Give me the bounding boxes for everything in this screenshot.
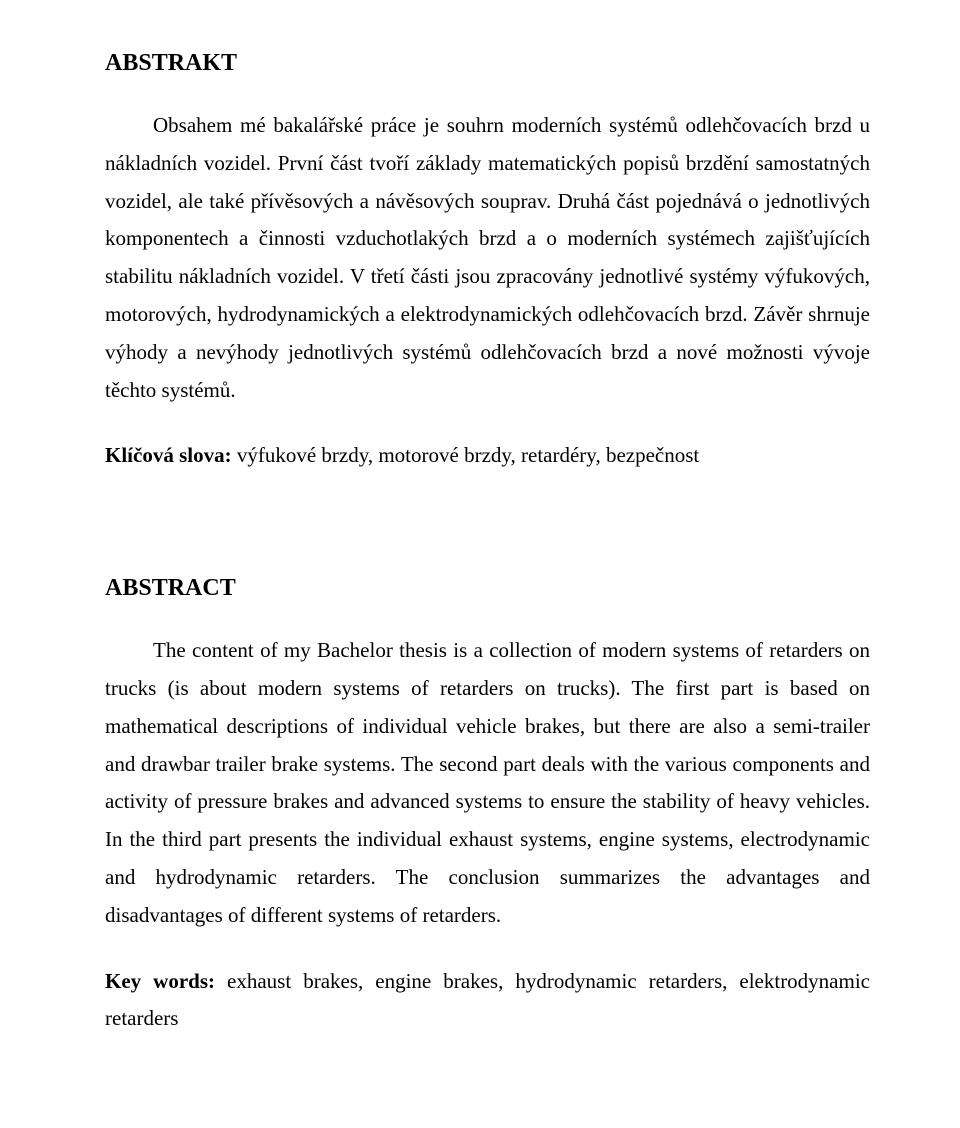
abstract-keywords: Key words: exhaust brakes, engine brakes… bbox=[105, 963, 870, 1039]
abstrakt-keywords-label: Klíčová slova: bbox=[105, 443, 237, 467]
abstract-keywords-label: Key words: bbox=[105, 969, 227, 993]
abstrakt-body: Obsahem mé bakalářské práce je souhrn mo… bbox=[105, 107, 870, 409]
abstract-body: The content of my Bachelor thesis is a c… bbox=[105, 632, 870, 934]
abstract-body-text: The content of my Bachelor thesis is a c… bbox=[105, 638, 870, 927]
abstrakt-body-text: Obsahem mé bakalářské práce je souhrn mo… bbox=[105, 113, 870, 402]
abstrakt-heading: ABSTRAKT bbox=[105, 50, 870, 77]
abstract-heading: ABSTRACT bbox=[105, 575, 870, 602]
abstrakt-keywords: Klíčová slova: výfukové brzdy, motorové … bbox=[105, 437, 870, 475]
abstrakt-keywords-text: výfukové brzdy, motorové brzdy, retardér… bbox=[237, 443, 699, 467]
